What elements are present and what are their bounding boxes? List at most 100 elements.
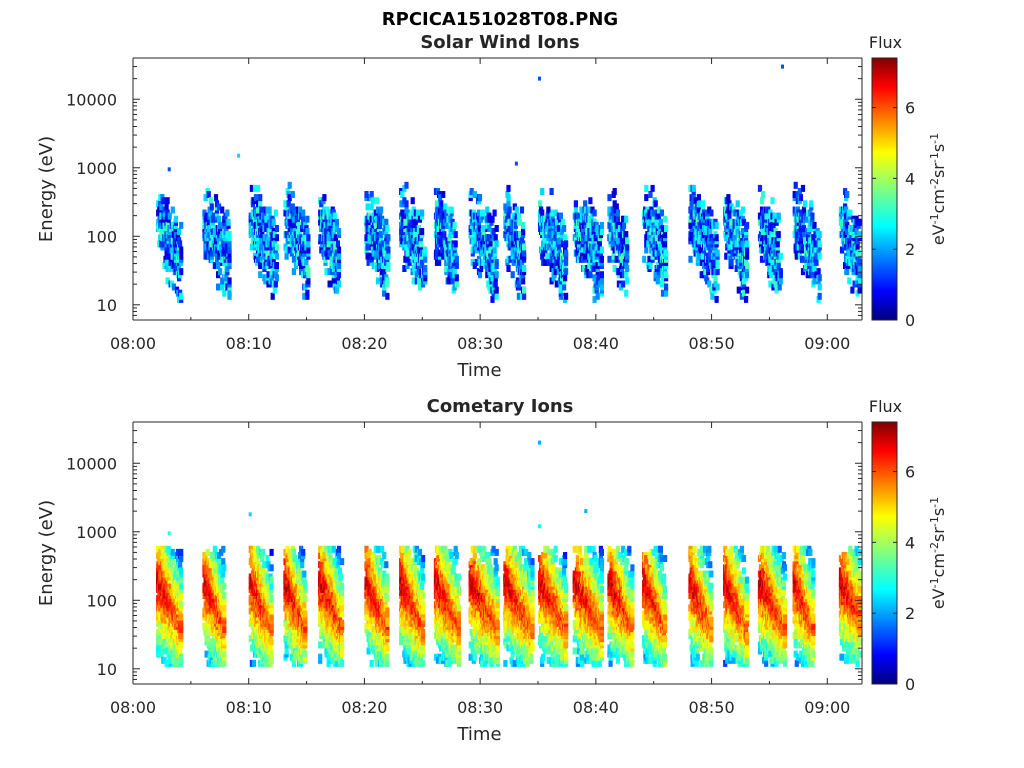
- flux-cell: [224, 274, 229, 282]
- flux-cell: [480, 249, 485, 257]
- colorbar-unit-label: eV-1cm-2sr-1s-1: [928, 133, 949, 245]
- flux-cell: [336, 228, 342, 235]
- flux-cell: [658, 218, 663, 226]
- flux-cell: [378, 221, 383, 229]
- flux-cell: [857, 277, 862, 285]
- flux-cell: [379, 206, 384, 214]
- flux-cell: [817, 252, 822, 260]
- flux-cell: [386, 234, 391, 242]
- flux-cell: [267, 206, 272, 214]
- flux-cell: [558, 283, 563, 291]
- flux-cell: [506, 212, 511, 220]
- flux-cell: [209, 203, 214, 211]
- flux-cell: [801, 231, 807, 239]
- flux-cell: [656, 212, 661, 220]
- flux-cell: [252, 184, 258, 192]
- flux-cell: [715, 249, 720, 257]
- flux-cell: [705, 234, 710, 242]
- flux-cell: [615, 209, 620, 217]
- flux-cell: [450, 277, 455, 285]
- flux-cell: [171, 283, 176, 291]
- flux-cell: [592, 209, 597, 217]
- flux-cell: [817, 283, 822, 291]
- flux-cell: [206, 191, 211, 198]
- flux-cell: [179, 641, 184, 649]
- flux-cell: [370, 197, 375, 205]
- flux-cell: [292, 555, 297, 562]
- flux-cell: [621, 215, 626, 223]
- flux-cell: [173, 564, 178, 572]
- flux-cell: [611, 206, 616, 214]
- flux-cell: [322, 194, 327, 202]
- flux-cell: [303, 610, 308, 618]
- flux-cell: [777, 283, 782, 291]
- flux-cell: [778, 277, 783, 285]
- flux-cell: [506, 265, 511, 272]
- isolated-point: [781, 64, 784, 69]
- flux-cell: [625, 265, 630, 272]
- flux-cell: [248, 635, 253, 643]
- flux-cell: [494, 292, 499, 300]
- heatmap-cells: [156, 64, 862, 303]
- flux-cell: [599, 221, 604, 229]
- flux-cell: [493, 280, 498, 288]
- flux-cell: [664, 283, 669, 291]
- flux-cell: [417, 280, 423, 288]
- x-tick-label: 09:00: [804, 334, 850, 353]
- y-tick-label: 1000: [76, 159, 117, 178]
- colorbar-tick-label: 4: [905, 169, 915, 188]
- flux-cell: [166, 252, 171, 260]
- flux-cell: [302, 601, 307, 609]
- flux-cell: [386, 252, 391, 260]
- flux-cell: [727, 212, 732, 220]
- flux-cell: [258, 194, 263, 202]
- flux-cell: [222, 592, 227, 599]
- flux-cell: [249, 184, 254, 192]
- flux-cell: [290, 191, 295, 198]
- flux-cell: [700, 252, 706, 260]
- flux-cell: [816, 268, 821, 276]
- flux-cell: [492, 209, 497, 217]
- flux-cell: [493, 234, 498, 242]
- flux-cell: [615, 237, 620, 245]
- flux-cell: [514, 206, 519, 214]
- flux-cell: [625, 243, 630, 251]
- flux-cell: [513, 221, 518, 229]
- flux-cell: [648, 262, 653, 269]
- flux-cell: [291, 255, 296, 263]
- flux-cell: [595, 262, 600, 269]
- flux-cell: [481, 209, 486, 217]
- flux-cell: [655, 277, 660, 285]
- flux-cell: [857, 231, 862, 239]
- flux-cell: [715, 258, 720, 266]
- flux-cell: [741, 289, 747, 297]
- flux-cell: [269, 638, 274, 646]
- flux-cell: [664, 225, 669, 232]
- flux-cell: [644, 184, 649, 192]
- flux-cell: [213, 194, 219, 202]
- flux-cell: [222, 650, 227, 658]
- flux-cell: [586, 221, 591, 229]
- panel-title: Solar Wind Ions: [420, 32, 579, 53]
- flux-cell: [303, 579, 308, 587]
- flux-cell: [304, 258, 309, 266]
- flux-cell: [492, 246, 497, 254]
- flux-cell: [494, 286, 499, 294]
- flux-cell: [817, 292, 822, 300]
- flux-cell: [261, 548, 266, 556]
- flux-cell: [776, 252, 781, 260]
- flux-cell: [856, 249, 861, 257]
- flux-cell: [222, 289, 227, 297]
- flux-cell: [745, 271, 750, 279]
- flux-cell: [287, 181, 292, 189]
- flux-cell: [222, 626, 227, 633]
- flux-cell: [554, 280, 559, 288]
- flux-cell: [287, 194, 292, 202]
- flux-cell: [158, 613, 163, 621]
- flux-cell: [269, 576, 274, 584]
- flux-cell: [516, 212, 521, 220]
- flux-cell: [553, 240, 558, 248]
- flux-cell: [414, 271, 419, 279]
- flux-cell: [522, 265, 527, 272]
- flux-cell: [258, 262, 263, 269]
